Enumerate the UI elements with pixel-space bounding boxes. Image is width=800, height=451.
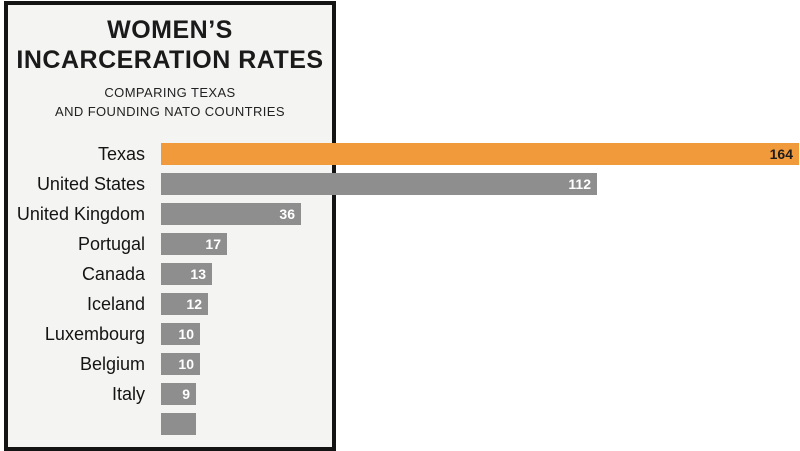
chart-title: WOMEN’S INCARCERATION RATES COMPARING TE…: [8, 5, 332, 122]
bar-row: Belgium 10: [0, 349, 800, 379]
bar-row: United States 112: [0, 169, 800, 199]
title-line-2: INCARCERATION RATES: [16, 45, 324, 74]
bar-label: Canada: [81, 263, 145, 284]
bar-row: Luxembourg 10: [0, 319, 800, 349]
subtitle-line-2: AND FOUNDING NATO COUNTRIES: [55, 103, 285, 119]
bar-value: 112: [568, 176, 591, 192]
bar: 17: [161, 233, 227, 255]
bar: 12: [161, 293, 208, 315]
bar-row: Italy 9: [0, 379, 800, 409]
bar-label: Belgium: [79, 353, 145, 374]
bar-row: Texas 164: [0, 139, 800, 169]
bar-value: 164: [769, 146, 793, 162]
highlight-bar: 164: [161, 143, 799, 165]
bar: 36: [161, 203, 301, 225]
bar-row: United Kingdom 36: [0, 199, 800, 229]
bar: 9: [161, 383, 196, 405]
bar-value: 36: [279, 206, 295, 222]
bar-label: United States: [36, 173, 145, 194]
title-line-1: WOMEN’S: [107, 16, 233, 44]
bar-value: 9: [182, 386, 190, 402]
bar: [161, 413, 196, 435]
bar-label: Luxembourg: [44, 323, 145, 344]
bar-value: 10: [178, 326, 194, 342]
bar-value: 17: [205, 236, 221, 252]
bar: 112: [161, 173, 597, 195]
bar-row: Canada 13: [0, 259, 800, 289]
chart-subtitle: COMPARING TEXAS AND FOUNDING NATO COUNTR…: [8, 84, 332, 122]
title-panel: WOMEN’S INCARCERATION RATES COMPARING TE…: [4, 1, 336, 451]
bar-value: 12: [186, 296, 202, 312]
bar-row: Portugal 17: [0, 229, 800, 259]
bar-label: Texas: [97, 143, 145, 164]
bar-chart: Texas 164 United States 112 United Kingdom 36…: [0, 139, 800, 439]
bar-label: Iceland: [86, 293, 145, 314]
bar-row: Iceland 12: [0, 289, 800, 319]
subtitle-line-1: COMPARING TEXAS: [104, 85, 236, 100]
bar-row: [0, 409, 800, 439]
bar-value: 10: [178, 356, 194, 372]
bar-label: United Kingdom: [16, 203, 145, 224]
bar: 10: [161, 323, 200, 345]
bar-value: 13: [190, 266, 206, 282]
bar: 13: [161, 263, 212, 285]
bar: 10: [161, 353, 200, 375]
bar-label: Italy: [111, 383, 145, 404]
bar-label: Portugal: [77, 233, 145, 254]
